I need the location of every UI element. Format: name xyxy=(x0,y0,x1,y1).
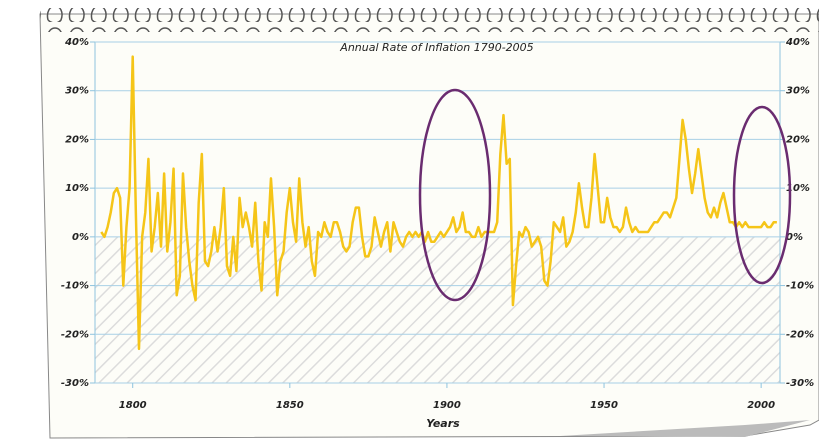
y-tick-label-right: -10% xyxy=(786,281,814,292)
y-tick-label: -10% xyxy=(61,281,89,292)
y-tick-label: 30% xyxy=(65,86,89,97)
x-tick-label: 1900 xyxy=(433,400,461,411)
x-tick-label: 1950 xyxy=(590,400,618,411)
x-axis-title: Years xyxy=(426,417,460,430)
y-tick-label-right: 0% xyxy=(786,232,803,243)
x-tick-label: 1850 xyxy=(276,400,304,411)
y-tick-label: 10% xyxy=(65,183,89,194)
y-tick-label: -30% xyxy=(61,378,89,389)
chart: -30%-30%-20%-20%-10%-10%0%0%10%10%20%20%… xyxy=(0,0,819,441)
y-tick-label: -20% xyxy=(61,329,89,340)
x-tick-label: 1800 xyxy=(119,400,147,411)
y-tick-label: 20% xyxy=(65,134,89,145)
y-tick-label-right: -30% xyxy=(786,378,814,389)
y-tick-label-right: -20% xyxy=(786,329,814,340)
y-tick-label-right: 40% xyxy=(785,37,810,48)
y-tick-label-right: 30% xyxy=(786,86,810,97)
y-tick-label: 0% xyxy=(72,232,89,243)
y-tick-label: 40% xyxy=(64,37,89,48)
chart-title: Annual Rate of Inflation 1790-2005 xyxy=(339,41,533,54)
y-tick-label-right: 20% xyxy=(786,134,810,145)
x-tick-label: 2000 xyxy=(747,400,775,411)
